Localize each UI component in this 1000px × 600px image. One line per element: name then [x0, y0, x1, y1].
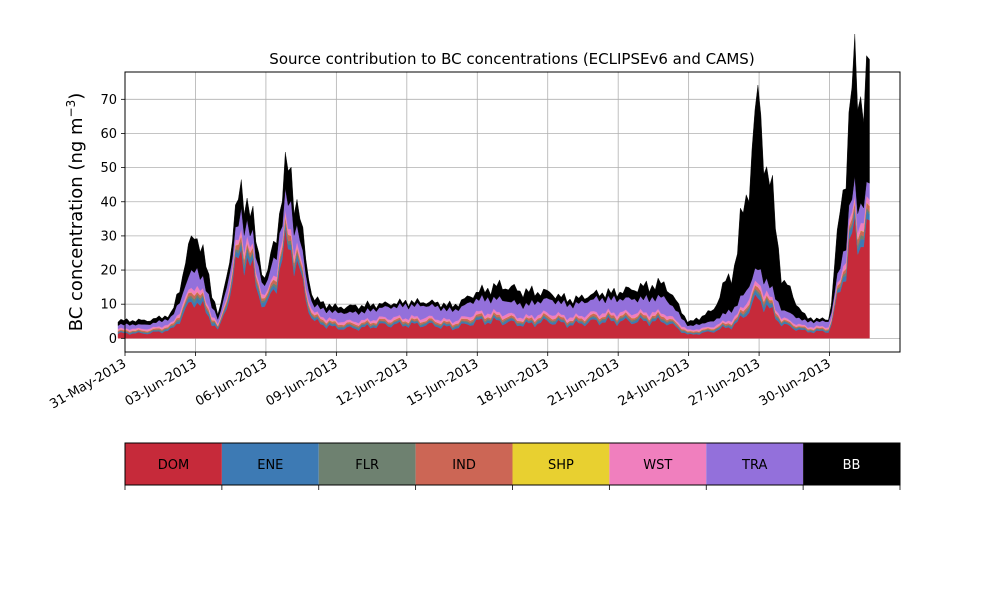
y-tick-label: 50	[100, 161, 117, 176]
legend-swatch-dom	[125, 443, 222, 485]
area-series-bb	[117, 33, 870, 327]
legend-label-flr: FLR	[355, 458, 379, 473]
y-tick-label: 20	[100, 264, 117, 279]
x-tick-label: 30-Jun-2013	[757, 356, 834, 409]
y-tick-label: 10	[100, 298, 117, 313]
x-tick-label: 03-Jun-2013	[123, 356, 200, 409]
y-tick-label: 0	[109, 332, 117, 347]
x-tick-label: 12-Jun-2013	[334, 356, 411, 409]
x-tick-label: 27-Jun-2013	[686, 356, 763, 409]
plot-frame	[124, 71, 901, 353]
legend-swatch-wst	[609, 443, 707, 485]
y-tick-label: 30	[100, 229, 117, 244]
legend-swatch-flr	[318, 443, 416, 485]
legend-swatch-bb	[803, 443, 900, 485]
legend-swatch-shp	[512, 443, 610, 485]
legend-label-ene: ENE	[257, 458, 283, 473]
legend-swatch-ind	[415, 443, 513, 485]
legend-frame	[124, 442, 901, 486]
x-tick-label: 24-Jun-2013	[616, 356, 693, 409]
plot-areas	[117, 33, 870, 339]
chart-title: Source contribution to BC concentrations…	[269, 50, 754, 68]
y-tick-label: 40	[100, 195, 117, 210]
legend-label-tra: TRA	[741, 458, 767, 473]
legend-colorbar: DOM ENE FLR IND SHP WST TRA BB	[124, 442, 901, 490]
legend-swatch-ene	[221, 443, 319, 485]
y-axis-label-close: )	[66, 93, 87, 100]
y-axis-label-main: BC concentration (ng m	[66, 117, 87, 331]
legend-label-ind: IND	[452, 458, 476, 473]
y-axis-label: BC concentration (ng m−3)	[64, 93, 87, 332]
legend-label-bb: BB	[843, 458, 861, 473]
x-axis: 31-May-201303-Jun-201306-Jun-201309-Jun-…	[47, 352, 834, 412]
x-tick-label: 31-May-2013	[47, 356, 129, 412]
legend-label-wst: WST	[643, 458, 672, 473]
x-tick-label: 15-Jun-2013	[404, 356, 481, 409]
x-tick-label: 09-Jun-2013	[264, 356, 341, 409]
y-tick-label: 60	[100, 127, 117, 142]
x-tick-label: 21-Jun-2013	[545, 356, 622, 409]
legend-label-shp: SHP	[548, 458, 574, 473]
y-tick-label: 70	[100, 93, 117, 108]
y-axis: 0 10 20 30 40 50 60 70	[100, 93, 125, 347]
x-tick-label: 18-Jun-2013	[475, 356, 552, 409]
y-axis-label-sup: −3	[64, 100, 78, 118]
legend-swatch-tra	[706, 443, 804, 485]
x-tick-label: 06-Jun-2013	[193, 356, 270, 409]
legend-label-dom: DOM	[158, 458, 189, 473]
